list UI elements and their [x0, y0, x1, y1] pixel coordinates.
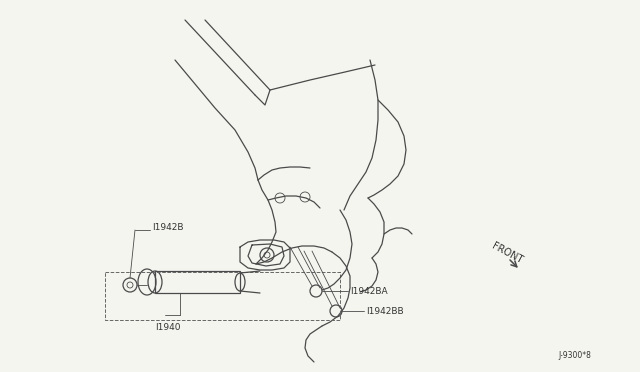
Text: FRONT: FRONT — [490, 241, 524, 265]
Text: I1942BB: I1942BB — [366, 308, 404, 317]
Text: I1942BA: I1942BA — [350, 288, 388, 296]
Text: I1940: I1940 — [155, 323, 180, 331]
Text: I1942B: I1942B — [152, 222, 184, 231]
Bar — [155, 271, 240, 293]
Text: J-9300*8: J-9300*8 — [559, 350, 591, 359]
